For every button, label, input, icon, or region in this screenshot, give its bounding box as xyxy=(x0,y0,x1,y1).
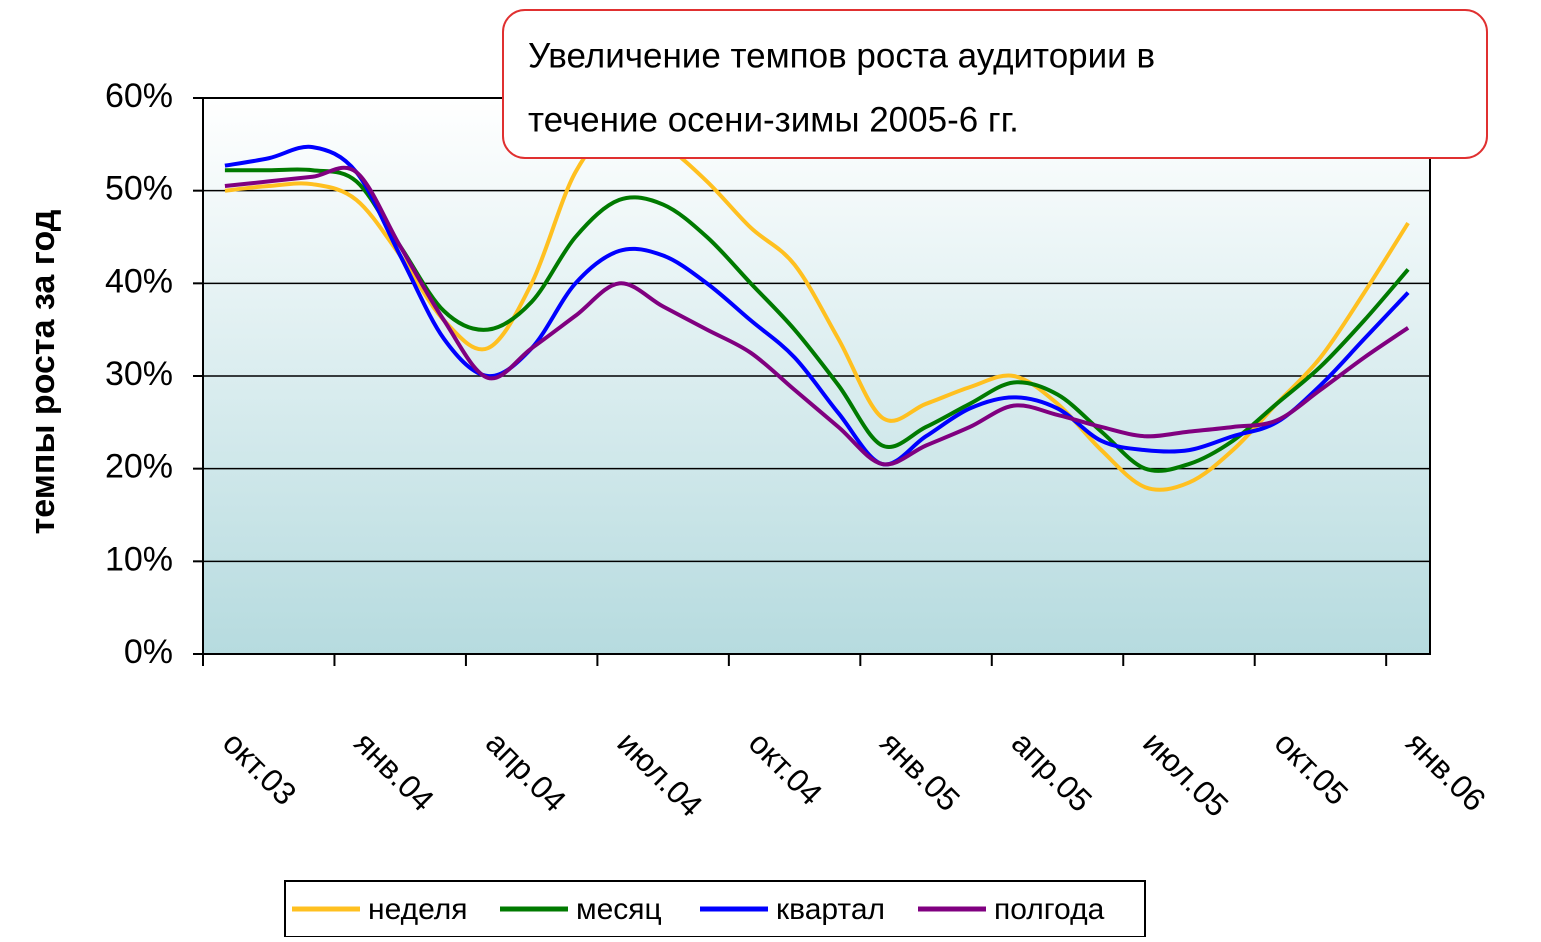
x-tick-label: янв.04 xyxy=(347,724,441,818)
y-tick-label: 20% xyxy=(105,448,173,486)
x-tick-label: окт.03 xyxy=(216,724,304,812)
x-tick-label: янв.05 xyxy=(873,724,967,818)
x-tick-label: апр.04 xyxy=(479,724,573,818)
legend-label: полгода xyxy=(994,893,1105,926)
y-tick-label: 50% xyxy=(105,170,173,208)
x-tick-label: июл.05 xyxy=(1136,724,1235,823)
x-tick-label: окт.04 xyxy=(742,724,830,812)
annotation-line: Увеличение темпов роста аудитории в xyxy=(528,36,1155,75)
series-line xyxy=(224,165,1410,467)
legend-label: месяц xyxy=(576,893,662,926)
x-tick-label: июл.04 xyxy=(610,724,709,823)
x-tick-label: янв.06 xyxy=(1399,724,1493,818)
y-tick-label: 0% xyxy=(124,633,173,671)
y-tick-label: 30% xyxy=(105,355,173,393)
y-tick-label: 40% xyxy=(105,262,173,300)
series-line xyxy=(224,144,1410,467)
legend-label: квартал xyxy=(776,893,885,926)
y-axis-label: темпы роста за год xyxy=(24,210,62,535)
y-tick-label: 10% xyxy=(105,540,173,578)
annotation-line: течение осени-зимы 2005-6 гг. xyxy=(528,100,1019,139)
x-tick-label: окт.05 xyxy=(1268,724,1356,812)
callout xyxy=(502,9,1488,159)
series-line xyxy=(224,122,1410,492)
y-tick-label: 60% xyxy=(105,77,173,115)
legend-label: неделя xyxy=(368,893,468,926)
x-tick-label: апр.05 xyxy=(1005,724,1099,818)
